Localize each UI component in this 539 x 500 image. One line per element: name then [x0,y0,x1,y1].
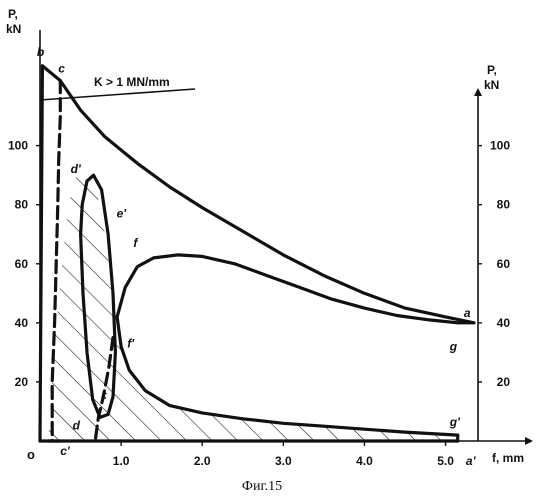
y-axis-title-left-unit: kN [6,22,21,36]
annotation-leader [40,89,195,100]
point-label: e' [117,207,128,221]
y-axis-title-right-unit: kN [484,78,499,92]
point-label: d [73,418,81,432]
y-tick-label-left: 40 [15,316,29,330]
y-axis-title-right-p: P, [487,63,497,77]
point-label: c' [60,444,71,458]
y-tick-label-right: 40 [497,316,511,330]
point-label: f' [127,337,135,351]
point-label: b [37,45,44,59]
annotation-text: K > 1 MN/mm [94,75,170,89]
point-label: a' [466,454,477,468]
y-axis-title-left-p: P, [8,7,18,21]
y-axis-title-left: P, kN [6,7,21,36]
y-axis-right-arrow [474,88,482,96]
y-tick-label-left: 100 [8,139,28,153]
plot-area [40,66,474,441]
point-label: c [58,62,65,76]
x-tick-label: 4.0 [356,454,373,468]
point-label: f [133,236,138,250]
point-label: a [464,306,471,320]
hatched-region [48,160,458,441]
y-tick-label-left: 60 [15,257,29,271]
x-tick-label: 2.0 [194,454,211,468]
point-label: g [449,340,458,354]
y-tick-label-left: 20 [15,375,29,389]
y-tick-label-right: 80 [497,198,511,212]
origin-label: o [27,447,35,462]
x-axis-arrow [525,437,533,445]
x-tick-label: 3.0 [275,454,292,468]
x-tick-label: 5.0 [437,454,454,468]
point-label: d' [71,162,82,176]
point-label: g' [449,415,461,429]
x-axis-title: f, mm [492,451,524,465]
figure-caption: Фиг.15 [242,479,282,494]
y-tick-label-left: 80 [15,198,29,212]
point-label: ε [101,388,107,402]
y-tick-label-right: 20 [497,375,511,389]
series-line-6 [117,255,458,323]
y-axis-title-right: P, kN [484,63,500,92]
y-tick-label-right: 60 [497,257,511,271]
y-tick-label-right: 100 [490,139,510,153]
x-tick-label: 1.0 [113,454,130,468]
